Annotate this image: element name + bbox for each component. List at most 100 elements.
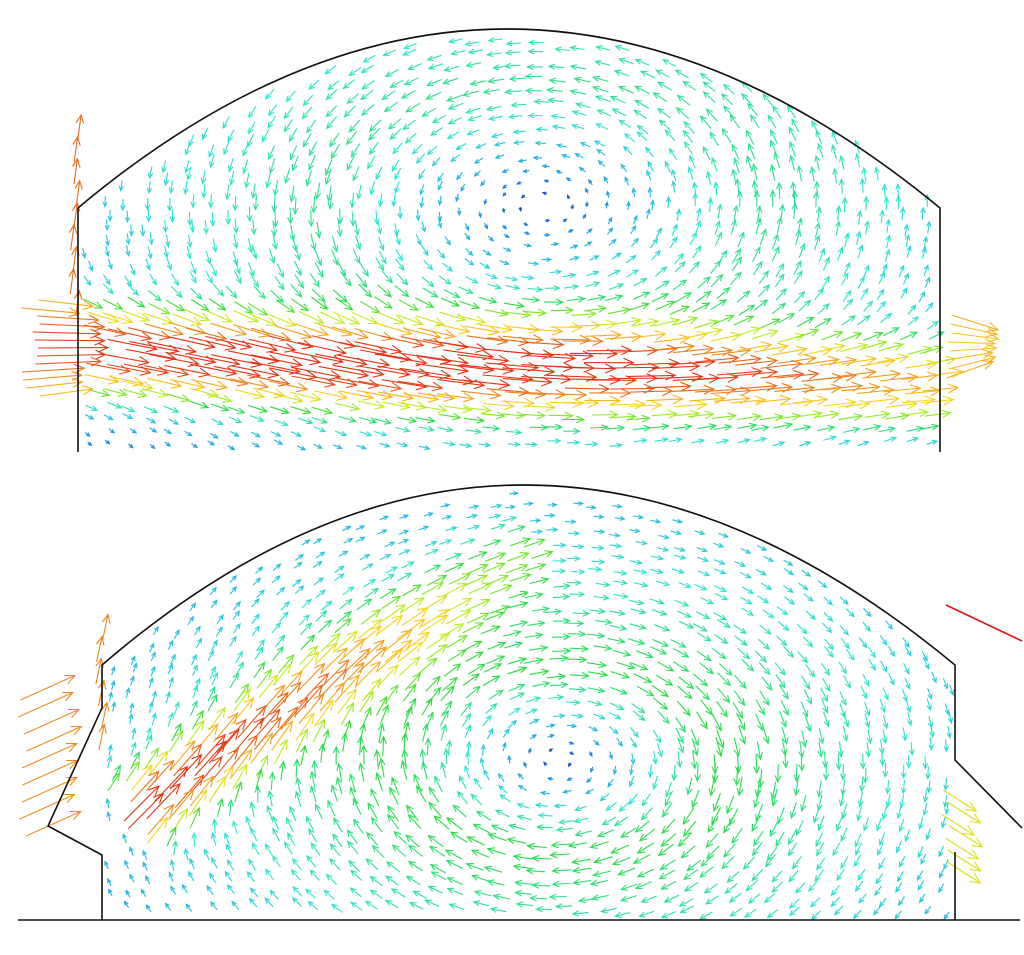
bottom-velocity-arrow <box>802 636 814 648</box>
bottom-velocity-arrow <box>922 755 929 770</box>
top-velocity-arrow <box>759 228 767 246</box>
bottom-velocity-arrow <box>665 781 673 798</box>
bottom-velocity-arrow <box>189 857 195 870</box>
top-velocity-arrow <box>309 272 320 288</box>
top-velocity-arrow <box>84 373 121 385</box>
bottom-velocity-arrow <box>918 817 924 831</box>
bottom-velocity-arrow <box>630 608 647 615</box>
top-velocity-arrow <box>307 209 315 228</box>
top-velocity-arrow <box>230 430 240 437</box>
bottom-velocity-arrow <box>446 597 473 613</box>
bottom-velocity-arrow <box>676 610 693 618</box>
bottom-velocity-arrow <box>633 568 648 575</box>
bottom-velocity-arrow <box>310 842 321 856</box>
top-velocity-arrow <box>608 283 625 291</box>
bottom-velocity-arrow <box>465 750 471 765</box>
bottom-velocity-arrow <box>448 573 472 585</box>
bottom-velocity-arrow <box>512 853 533 861</box>
top-velocity-arrow <box>550 334 592 345</box>
top-velocity-arrow <box>655 280 670 291</box>
top-velocity-arrow <box>555 170 563 175</box>
top-velocity-arrow <box>713 424 733 431</box>
bottom-velocity-arrow <box>235 661 245 676</box>
bottom-velocity-arrow <box>567 555 582 562</box>
bottom-velocity-arrow <box>629 661 649 671</box>
bottom-velocity-arrow <box>472 823 491 834</box>
top-velocity-arrow <box>227 129 235 143</box>
bottom-velocity-arrow <box>348 773 356 792</box>
top-velocity-arrow <box>770 128 778 145</box>
bottom-velocity-arrow <box>898 818 905 833</box>
bottom-velocity-arrow <box>822 763 830 782</box>
top-velocity-arrow <box>276 263 285 279</box>
bottom-velocity-arrow <box>764 853 776 868</box>
bottom-velocity-arrow <box>862 673 870 688</box>
top-velocity-arrow <box>604 200 609 209</box>
bottom-velocity-arrow <box>633 514 645 520</box>
top-velocity-arrow <box>490 132 504 139</box>
top-velocity-arrow <box>857 275 865 289</box>
bottom-vessel-outline <box>46 484 1023 920</box>
bottom-velocity-arrow <box>897 896 906 907</box>
bottom-velocity-arrow <box>189 700 198 716</box>
top-velocity-arrow <box>562 415 586 424</box>
top-velocity-arrow <box>528 261 540 267</box>
top-velocity-arrow <box>693 327 724 337</box>
bottom-velocity-arrow <box>207 685 216 702</box>
top-velocity-arrow <box>397 206 403 220</box>
bottom-velocity-arrow <box>216 614 224 625</box>
top-velocity-arrow <box>311 288 326 303</box>
bottom-velocity-arrow <box>791 856 802 870</box>
bottom-velocity-arrow <box>211 818 218 834</box>
top-velocity-arrow <box>864 220 870 235</box>
top-velocity-arrow <box>924 276 931 289</box>
top-velocity-arrow <box>664 129 676 142</box>
bottom-velocity-arrow <box>191 653 197 666</box>
top-velocity-arrow <box>423 259 434 271</box>
bottom-velocity-arrow <box>797 651 808 664</box>
top-velocity-arrow <box>570 203 574 210</box>
top-velocity-arrow <box>391 193 397 208</box>
bottom-velocity-arrow <box>300 622 313 635</box>
bottom-velocity-arrow <box>253 661 266 679</box>
top-velocity-arrow <box>695 290 712 303</box>
bottom-velocity-arrow <box>211 856 218 869</box>
top-velocity-arrow <box>594 59 611 66</box>
top-velocity-arrow <box>334 430 348 437</box>
bottom-velocity-arrow <box>309 869 321 881</box>
bottom-velocity-arrow <box>530 529 544 535</box>
bottom-velocity-arrow <box>715 737 723 758</box>
bottom-velocity-arrow <box>399 656 421 676</box>
bottom-velocity-arrow <box>921 650 928 662</box>
top-velocity-arrow <box>381 90 396 101</box>
bottom-velocity-arrow <box>551 568 567 574</box>
bottom-velocity-arrow <box>384 541 396 548</box>
bottom-velocity-arrow <box>314 642 338 666</box>
top-velocity-arrow <box>751 162 758 181</box>
top-velocity-arrow <box>752 260 763 276</box>
top-velocity-arrow <box>163 428 173 435</box>
top-velocity-arrow <box>124 275 133 288</box>
top-velocity-arrow <box>293 322 330 337</box>
bottom-velocity-arrow <box>446 887 464 896</box>
bottom-velocity-arrow <box>211 671 218 686</box>
top-velocity-arrow <box>722 83 735 96</box>
top-velocity-arrow <box>377 284 393 298</box>
bottom-velocity-arrow <box>879 832 886 847</box>
bottom-velocity-arrow <box>384 639 413 663</box>
top-velocity-arrow <box>863 300 874 312</box>
top-velocity-arrow <box>462 379 511 390</box>
bottom-velocity-arrow <box>494 809 510 818</box>
top-velocity-arrow <box>734 326 762 337</box>
bottom-velocity-arrow <box>781 727 789 746</box>
top-velocity-arrow <box>480 179 486 187</box>
bottom-velocity-arrow <box>691 789 700 809</box>
top-velocity-arrow <box>465 276 479 284</box>
top-velocity-arrow <box>205 250 212 265</box>
bottom-velocity-arrow <box>466 564 489 575</box>
bottom-velocity-arrow <box>526 696 542 703</box>
bottom-velocity-arrow <box>142 849 148 860</box>
top-velocity-arrow <box>212 283 225 297</box>
bottom-velocity-arrow <box>816 842 825 857</box>
bottom-velocity-arrow <box>150 665 156 677</box>
